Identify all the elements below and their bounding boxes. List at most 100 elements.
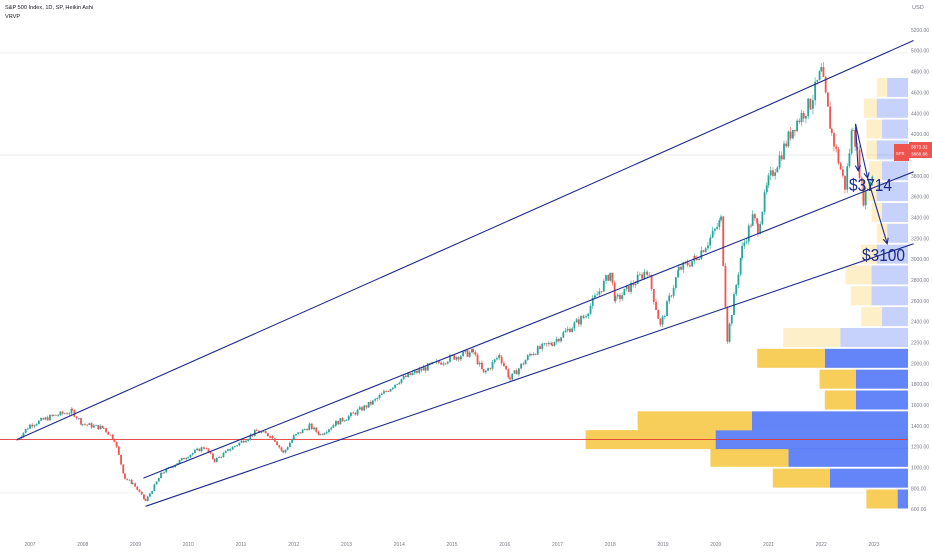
candle-body xyxy=(735,284,738,295)
candle-body xyxy=(330,427,333,430)
candle-body xyxy=(160,472,163,474)
candle-body xyxy=(391,387,394,390)
candle-body xyxy=(636,274,639,284)
projection-arrow-3[interactable] xyxy=(867,177,888,244)
candle-body xyxy=(438,360,440,363)
volume-profile-bar-down xyxy=(897,489,908,509)
candle-body xyxy=(737,274,740,285)
volume-profile-bar-up xyxy=(863,98,877,118)
candle-body xyxy=(807,98,810,117)
candle-body xyxy=(282,450,285,453)
candle-body xyxy=(529,354,531,356)
projection-arrows[interactable] xyxy=(854,123,889,245)
candle-body xyxy=(97,424,100,430)
candle-body xyxy=(668,295,671,302)
candle-body xyxy=(582,317,585,319)
candle-body xyxy=(718,220,721,228)
candle-body xyxy=(783,143,785,160)
candle-body xyxy=(686,262,689,266)
time-axis[interactable]: 2007 2008 2009 2010 2011 2012 2013 2014 2015 2016… xyxy=(24,542,879,548)
volume-profile-bar-up xyxy=(824,390,856,410)
candle-body xyxy=(550,342,552,345)
candle-body xyxy=(193,450,196,453)
candle-body xyxy=(295,433,297,436)
candle-body xyxy=(814,81,817,101)
candle-body xyxy=(837,148,840,164)
time-axis-tick-label: 2011 xyxy=(236,542,247,548)
candle-body xyxy=(609,272,612,281)
volume-profile-bar-up xyxy=(783,327,841,347)
candle-body xyxy=(323,433,326,435)
candle-body xyxy=(109,434,112,436)
price-badge-symbol: SPX xyxy=(894,144,909,161)
candle-body xyxy=(478,362,481,365)
candle-body xyxy=(55,414,57,416)
candle-body xyxy=(569,328,571,333)
volume-profile-bar-up xyxy=(866,119,882,139)
candle-body xyxy=(809,98,812,109)
candle-body xyxy=(661,316,664,325)
candle-body xyxy=(607,275,610,281)
candle-body xyxy=(638,274,641,276)
candle-body xyxy=(394,384,396,388)
candle-body xyxy=(387,391,390,393)
candle-body xyxy=(209,452,212,454)
candle-body xyxy=(446,361,449,364)
channel-line-3[interactable] xyxy=(145,243,914,507)
candle-body xyxy=(22,432,25,437)
candle-body xyxy=(374,399,376,401)
candle-body xyxy=(507,369,510,378)
candle-body xyxy=(358,407,361,410)
time-axis-tick-label: 2023 xyxy=(868,542,879,548)
candle-body xyxy=(215,457,218,462)
candle-body xyxy=(321,433,324,435)
candle-body xyxy=(539,346,541,349)
channel-lines[interactable] xyxy=(16,40,914,507)
candle-body xyxy=(805,116,807,119)
candle-body xyxy=(185,458,188,460)
candle-body xyxy=(741,245,744,259)
price-axis-tick-label: 5000.00 xyxy=(911,49,929,55)
projection-arrow-2[interactable] xyxy=(854,123,859,171)
candle-body xyxy=(398,382,401,385)
candle-body xyxy=(709,238,712,246)
candle-body xyxy=(271,436,274,439)
channel-line-2[interactable] xyxy=(143,171,914,479)
candle-body xyxy=(396,384,399,385)
candle-body xyxy=(101,425,104,428)
candle-body xyxy=(756,218,759,224)
projection-arrow-1[interactable] xyxy=(855,123,869,179)
candle-body xyxy=(659,318,662,325)
candle-body xyxy=(63,413,66,415)
candle-body xyxy=(854,129,857,147)
price-axis-tick-label: 4200.00 xyxy=(911,132,929,138)
indicator-label[interactable]: VRVP xyxy=(5,14,20,20)
candle-body xyxy=(345,419,348,421)
time-axis-tick-label: 2019 xyxy=(657,542,668,548)
time-axis-tick-label: 2013 xyxy=(341,542,352,548)
candle-body xyxy=(51,415,54,416)
candle-body xyxy=(31,424,34,427)
candle-body xyxy=(613,282,616,301)
candle-body xyxy=(698,258,700,260)
time-axis-tick-label: 2021 xyxy=(763,542,774,548)
volume-profile-bar-down xyxy=(871,265,908,285)
price-axis-tick-label: 1800.00 xyxy=(911,382,929,388)
candle-body xyxy=(332,425,335,428)
price-axis-tick-label: 1000.00 xyxy=(911,466,929,472)
candle-body xyxy=(505,365,508,370)
candle-body xyxy=(128,479,131,481)
candle-body xyxy=(614,296,617,301)
candle-body xyxy=(560,337,562,342)
candle-body xyxy=(442,363,445,365)
candle-body xyxy=(218,456,220,458)
candle-body xyxy=(310,423,313,430)
price-axis[interactable]: 600.00 800.00 1000.00 1200.00 1400.00 1600.00… xyxy=(911,28,929,513)
candle-body xyxy=(616,294,619,297)
time-axis-tick-label: 2020 xyxy=(710,542,721,548)
channel-line-1[interactable] xyxy=(16,40,914,441)
candle-body xyxy=(643,272,646,279)
candle-body xyxy=(249,434,252,440)
